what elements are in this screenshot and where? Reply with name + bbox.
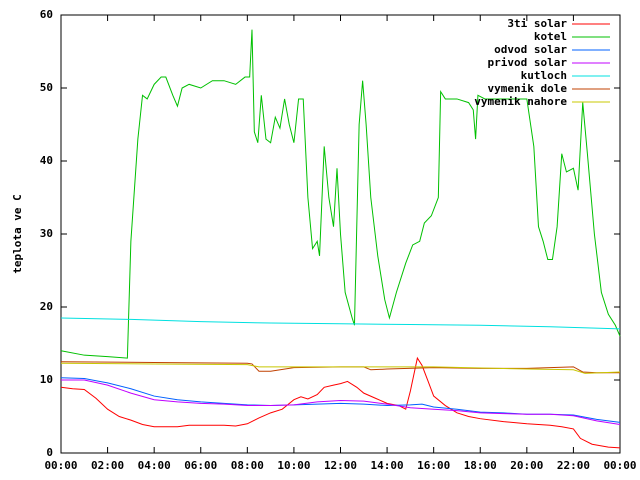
y-axis-label: teplota ve C [11, 194, 24, 273]
x-tick-label: 00:00 [603, 459, 636, 472]
x-tick-label: 04:00 [138, 459, 171, 472]
x-tick-label: 06:00 [184, 459, 217, 472]
x-tick-label: 00:00 [44, 459, 77, 472]
legend-label: kutloch [521, 69, 567, 82]
x-tick-label: 02:00 [91, 459, 124, 472]
x-tick-label: 16:00 [417, 459, 450, 472]
plot-border [60, 14, 621, 454]
series-line [60, 317, 621, 330]
legend-label: vymenik nahore [474, 95, 567, 108]
legend-label: vymenik dole [488, 82, 568, 95]
x-tick-label: 12:00 [324, 459, 357, 472]
series-line [60, 361, 620, 374]
y-tick-label: 40 [40, 154, 53, 167]
y-tick-label: 30 [40, 227, 53, 240]
series-line [60, 29, 621, 359]
x-tick-label: 18:00 [464, 459, 497, 472]
y-tick-label: 20 [40, 300, 53, 313]
series-line [60, 356, 621, 449]
x-tick-label: 14:00 [371, 459, 404, 472]
x-tick-label: 10:00 [277, 459, 310, 472]
x-tick-label: 22:00 [557, 459, 590, 472]
y-tick-label: 50 [40, 81, 53, 94]
series-line [61, 379, 621, 426]
legend-label: kotel [534, 30, 567, 43]
y-tick-label: 60 [40, 8, 53, 21]
legend-label: 3ti solar [507, 17, 567, 30]
x-tick-label: 08:00 [231, 459, 264, 472]
legend-label: odvod solar [494, 43, 567, 56]
x-tick-label: 20:00 [510, 459, 543, 472]
y-tick-label: 10 [40, 373, 53, 386]
y-tick-label: 0 [46, 446, 53, 459]
legend-label: privod solar [488, 56, 568, 69]
series-line [60, 362, 621, 374]
